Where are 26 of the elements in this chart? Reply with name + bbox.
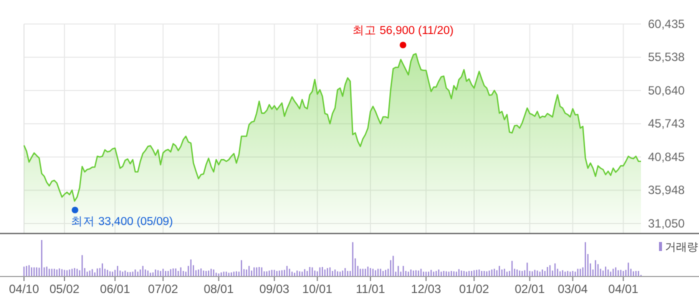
- y-tick-label: 35,948: [648, 183, 686, 198]
- annotation: 최저 33,400 (05/09): [71, 206, 174, 228]
- x-tick-label: 07/02: [148, 282, 178, 296]
- x-tick-label: 10/01: [302, 282, 333, 296]
- annotation: 최저 33,400 (05/09): [71, 216, 174, 228]
- x-tick-label: 04/01: [608, 282, 639, 296]
- annotation: 최고 56,900 (11/20): [352, 25, 454, 48]
- x-tick-label: 02/01: [514, 282, 546, 296]
- y-tick-label: 50,640: [648, 84, 686, 98]
- x-tick-label: 12/03: [411, 282, 442, 296]
- x-tick-label: 11/01: [356, 282, 386, 296]
- x-tick-label: 03/04: [558, 282, 588, 296]
- y-tick-label: 45,743: [648, 116, 686, 131]
- annotation: 최고 56,900 (11/20): [352, 25, 454, 37]
- y-tick-label: 31,050: [648, 216, 686, 230]
- y-tick-label: 40,845: [648, 150, 686, 164]
- x-tick-label: 06/01: [100, 282, 130, 296]
- legend-label: 거래량: [665, 242, 698, 254]
- y-tick-label: 60,435: [648, 17, 686, 31]
- x-tick-label: 09/03: [259, 282, 290, 296]
- y-tick-label: 55,538: [648, 50, 686, 64]
- x-tick-label: 04/10: [8, 282, 40, 296]
- x-tick-label: 08/01: [204, 282, 234, 296]
- legend: 거래량: [659, 242, 698, 254]
- x-tick-label: 05/02: [49, 282, 80, 296]
- x-tick-label: 01/02: [459, 282, 490, 296]
